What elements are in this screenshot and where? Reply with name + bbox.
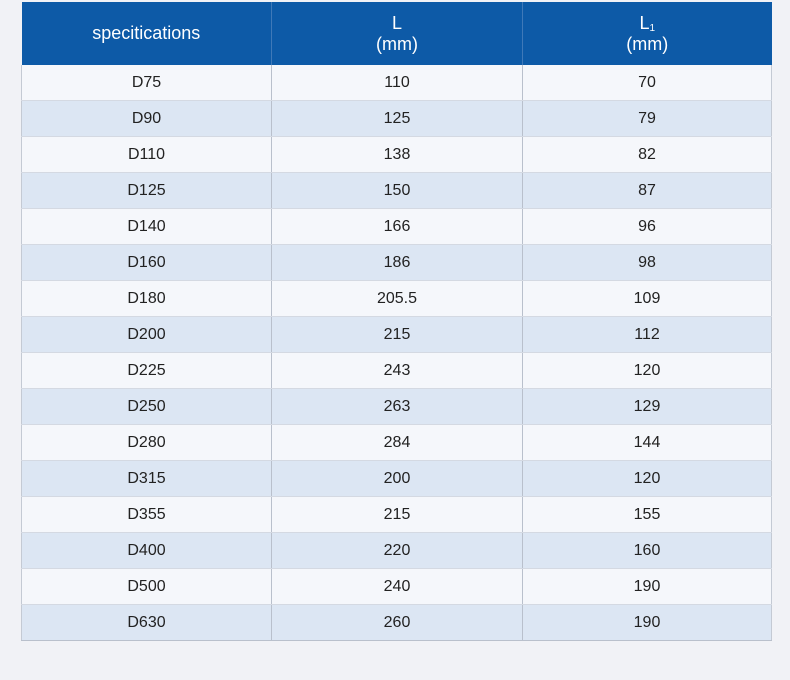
table-row: D630 260 190 xyxy=(21,604,772,641)
spec-cell: D630 xyxy=(21,604,272,641)
l1-cell: 82 xyxy=(522,136,772,173)
spec-cell: D400 xyxy=(21,532,272,569)
l1-cell: 96 xyxy=(522,208,772,245)
header-l1-subscript: 1 xyxy=(649,22,656,34)
l-cell: 263 xyxy=(271,388,523,425)
table-row: D225 243 120 xyxy=(21,352,772,389)
l1-cell: 144 xyxy=(522,424,772,461)
spec-cell: D180 xyxy=(21,280,272,317)
spec-cell: D110 xyxy=(21,136,272,173)
l1-cell: 120 xyxy=(522,352,772,389)
table-row: D315 200 120 xyxy=(21,460,772,497)
l1-cell: 190 xyxy=(522,568,772,605)
l-cell: 150 xyxy=(271,172,523,209)
l-cell: 166 xyxy=(271,208,523,245)
table-row: D75 110 70 xyxy=(21,65,772,101)
table-row: D400 220 160 xyxy=(21,532,772,569)
header-l-label: L xyxy=(391,12,402,33)
table-row: D125 150 87 xyxy=(21,172,772,209)
table-row: D500 240 190 xyxy=(21,568,772,605)
l1-cell: 87 xyxy=(522,172,772,209)
l-cell: 110 xyxy=(271,65,523,101)
l-cell: 215 xyxy=(271,316,523,353)
l-cell: 138 xyxy=(271,136,523,173)
header-specifications: specitications xyxy=(21,2,272,65)
table-body: D75 110 70 D90 125 79 D110 138 82 D125 150 87 D140 16… xyxy=(21,65,772,641)
spec-cell: D75 xyxy=(21,65,272,101)
table-row: D250 263 129 xyxy=(21,388,772,425)
spec-cell: D355 xyxy=(21,496,272,533)
header-l: L (mm) xyxy=(271,2,523,65)
table-row: D355 215 155 xyxy=(21,496,772,533)
l1-cell: 160 xyxy=(522,532,772,569)
l1-cell: 70 xyxy=(522,65,772,101)
l-cell: 284 xyxy=(271,424,523,461)
l-cell: 243 xyxy=(271,352,523,389)
l1-cell: 120 xyxy=(522,460,772,497)
l1-cell: 129 xyxy=(522,388,772,425)
l-cell: 220 xyxy=(271,532,523,569)
table-row: D160 186 98 xyxy=(21,244,772,281)
table-row: D180 205.5 109 xyxy=(21,280,772,317)
header-specifications-label: specitications xyxy=(92,23,201,43)
table-row: D200 215 112 xyxy=(21,316,772,353)
header-l1-label-wrap: L1 xyxy=(523,13,772,34)
l1-cell: 79 xyxy=(522,100,772,137)
l1-cell: 190 xyxy=(522,604,772,641)
spec-cell: D160 xyxy=(21,244,272,281)
spec-cell: D200 xyxy=(21,316,272,353)
spec-cell: D225 xyxy=(21,352,272,389)
l1-cell: 155 xyxy=(522,496,772,533)
table-row: D140 166 96 xyxy=(21,208,772,245)
spec-cell: D250 xyxy=(21,388,272,425)
l1-cell: 112 xyxy=(522,316,772,353)
l-cell: 200 xyxy=(271,460,523,497)
l-cell: 125 xyxy=(271,100,523,137)
spec-cell: D90 xyxy=(21,100,272,137)
specifications-table: specitications L (mm) L1 (mm) D75 110 70 D9… xyxy=(21,2,772,641)
spec-cell: D315 xyxy=(21,460,272,497)
l1-cell: 109 xyxy=(522,280,772,317)
header-l1-label: L xyxy=(639,12,650,33)
header-row: specitications L (mm) L1 (mm) xyxy=(21,2,772,65)
spec-cell: D125 xyxy=(21,172,272,209)
header-l1-unit: (mm) xyxy=(626,33,669,54)
header-l-unit: (mm) xyxy=(376,33,418,54)
table-row: D110 138 82 xyxy=(21,136,772,173)
l-cell: 186 xyxy=(271,244,523,281)
l-cell: 240 xyxy=(271,568,523,605)
l-cell: 205.5 xyxy=(271,280,523,317)
spec-cell: D140 xyxy=(21,208,272,245)
spec-cell: D280 xyxy=(21,424,272,461)
table-header: specitications L (mm) L1 (mm) xyxy=(21,2,772,65)
spec-cell: D500 xyxy=(21,568,272,605)
l-cell: 260 xyxy=(271,604,523,641)
table-row: D280 284 144 xyxy=(21,424,772,461)
l1-cell: 98 xyxy=(522,244,772,281)
l-cell: 215 xyxy=(271,496,523,533)
header-l1: L1 (mm) xyxy=(522,2,772,65)
table-row: D90 125 79 xyxy=(21,100,772,137)
